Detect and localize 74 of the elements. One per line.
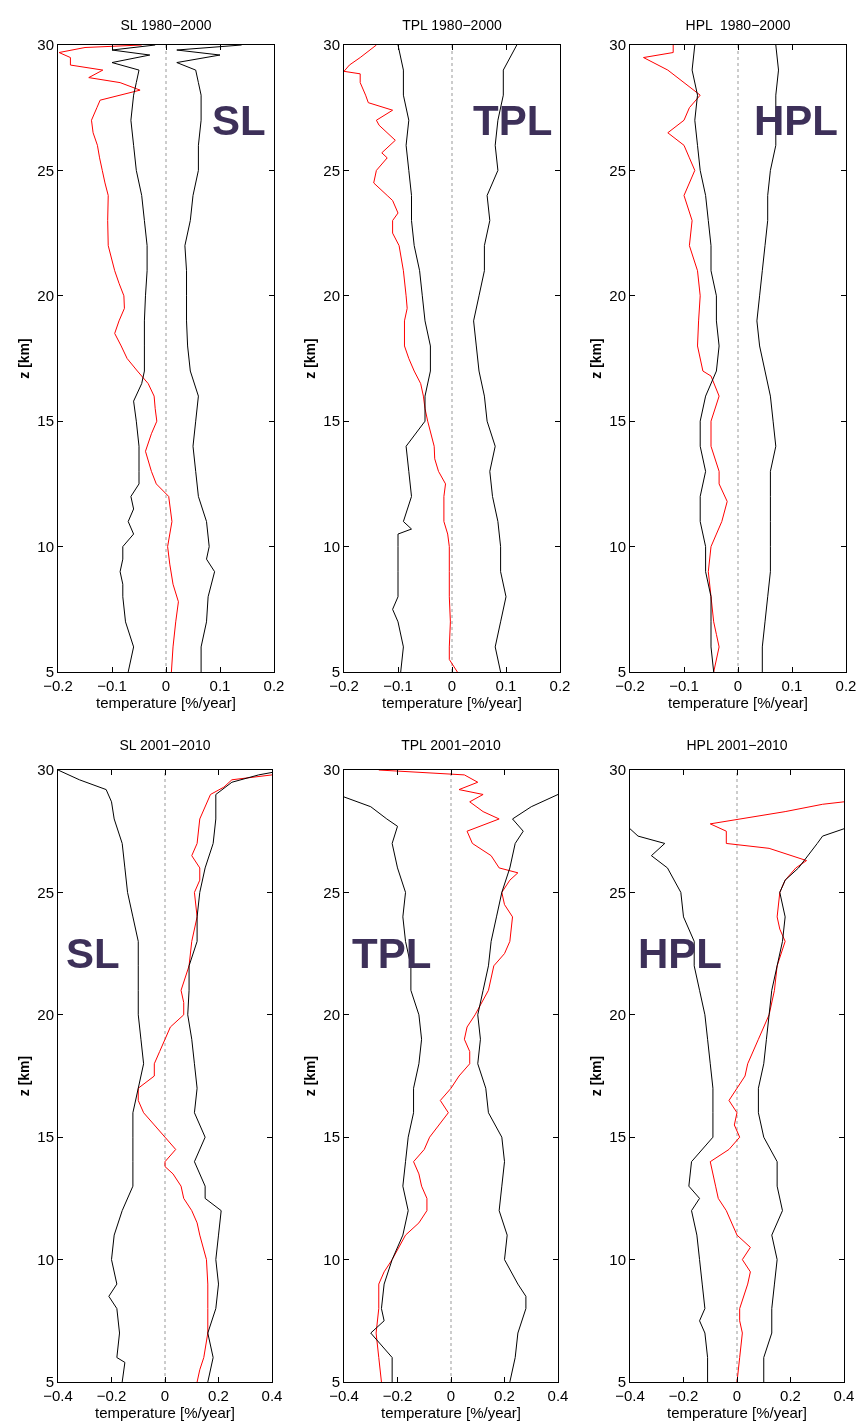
y-tick-label: 30 xyxy=(323,761,340,779)
x-axis-title: temperature [%/year] xyxy=(666,1404,808,1421)
chart-title: HPL 1980−2000 xyxy=(685,17,791,33)
x-tick-label: 0.2 xyxy=(494,1387,515,1404)
y-tick-label: 15 xyxy=(609,412,626,430)
y-tick-label: 15 xyxy=(37,1128,54,1146)
y-axis-title: z [km] xyxy=(301,338,318,379)
y-axis-title: z [km] xyxy=(15,1055,32,1097)
x-axis-title: temperature [%/year] xyxy=(380,1404,522,1421)
y-tick-label: 30 xyxy=(323,36,340,54)
y-tick-label: 25 xyxy=(37,883,54,901)
y-tick-label: 30 xyxy=(37,36,54,54)
y-tick-label: 10 xyxy=(323,537,340,555)
y-tick-label: 15 xyxy=(323,1128,340,1146)
y-axis-title: z [km] xyxy=(15,338,32,379)
annotation: SL xyxy=(212,97,266,144)
y-tick-label: 20 xyxy=(37,1006,54,1024)
x-axis-title: temperature [%/year] xyxy=(381,694,523,711)
y-axis-title: z [km] xyxy=(301,1055,318,1097)
y-axis-title: z [km] xyxy=(587,338,604,379)
x-tick-label: 0 xyxy=(446,1387,456,1404)
chart-title: TPL 1980−2000 xyxy=(402,17,502,33)
chart-title: HPL 2001−2010 xyxy=(686,737,788,753)
y-tick-label: 10 xyxy=(609,537,626,555)
x-tick-label: −0.1 xyxy=(383,677,413,694)
x-axis-title: temperature [%/year] xyxy=(94,1404,236,1421)
y-tick-label: 10 xyxy=(37,537,54,555)
x-axis-title: temperature [%/year] xyxy=(667,694,809,711)
x-tick-label: −0.2 xyxy=(668,1387,699,1404)
y-tick-label: 15 xyxy=(609,1128,626,1146)
chart-title: TPL 2001−2010 xyxy=(401,737,501,753)
y-tick-label: 10 xyxy=(323,1250,340,1268)
y-tick-label: 20 xyxy=(323,1006,340,1024)
y-tick-label: 20 xyxy=(323,287,340,305)
x-tick-label: −0.1 xyxy=(97,677,127,694)
x-tick-label: 0.1 xyxy=(781,677,803,694)
x-tick-label: 0 xyxy=(733,677,743,694)
x-tick-label: 0 xyxy=(732,1387,742,1404)
y-tick-label: 20 xyxy=(609,1006,626,1024)
y-tick-label: 10 xyxy=(609,1250,626,1268)
x-tick-label: 0.1 xyxy=(209,677,231,694)
y-tick-label: 20 xyxy=(37,287,54,305)
x-tick-label: −0.1 xyxy=(669,677,699,694)
y-tick-label: 30 xyxy=(609,36,626,54)
x-tick-label: 0.2 xyxy=(208,1387,229,1404)
x-axis-title: temperature [%/year] xyxy=(95,694,237,711)
x-tick-label: 0.4 xyxy=(833,1387,855,1404)
y-tick-label: 15 xyxy=(37,412,54,430)
x-tick-label: 0 xyxy=(447,677,457,694)
y-tick-label: 15 xyxy=(323,412,340,430)
y-tick-label: 30 xyxy=(609,761,626,779)
x-tick-label: 0.1 xyxy=(495,677,517,694)
y-tick-label: 10 xyxy=(37,1250,54,1268)
x-tick-label: 0 xyxy=(161,677,171,694)
y-tick-label: 25 xyxy=(323,883,340,901)
x-tick-label: 0.2 xyxy=(780,1387,801,1404)
y-tick-label: 25 xyxy=(323,161,340,179)
x-tick-label: 0.4 xyxy=(547,1387,569,1404)
y-tick-label: 25 xyxy=(37,161,54,179)
annotation: SL xyxy=(66,930,120,977)
x-tick-label: 0 xyxy=(160,1387,170,1404)
y-tick-label: 20 xyxy=(609,287,626,305)
chart-title: SL 1980−2000 xyxy=(120,17,212,33)
x-tick-label: 0.2 xyxy=(263,677,285,694)
y-tick-label: 30 xyxy=(37,761,54,779)
y-axis-title: z [km] xyxy=(587,1055,604,1097)
x-tick-label: −0.2 xyxy=(382,1387,413,1404)
x-tick-label: 0.2 xyxy=(835,677,857,694)
chart-title: SL 2001−2010 xyxy=(119,737,211,753)
y-tick-label: 25 xyxy=(609,161,626,179)
x-tick-label: −0.2 xyxy=(96,1387,127,1404)
y-tick-label: 25 xyxy=(609,883,626,901)
x-tick-label: 0.4 xyxy=(261,1387,283,1404)
x-tick-label: 0.2 xyxy=(549,677,571,694)
